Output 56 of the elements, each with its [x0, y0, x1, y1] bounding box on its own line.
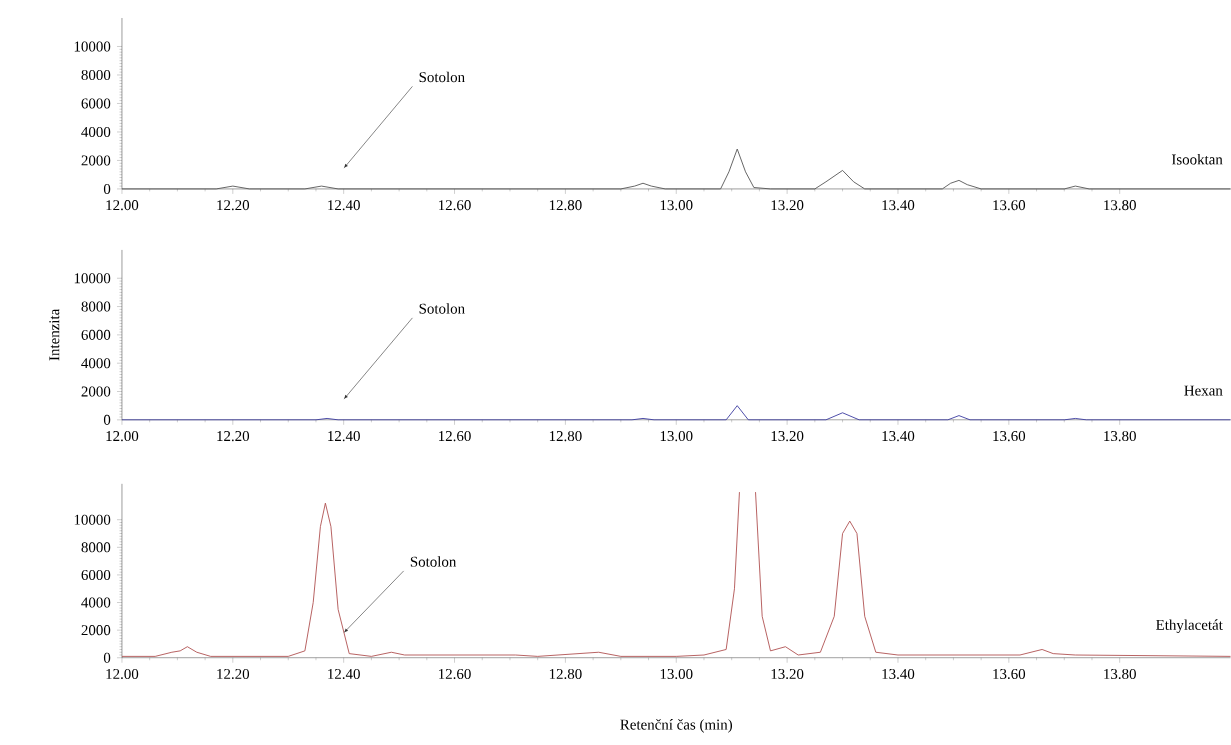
x-tick-label: 12.00 — [106, 200, 139, 211]
y-tick-label: 0 — [103, 414, 111, 426]
y-tick-label: 10000 — [74, 41, 111, 52]
x-tick-label: 12.80 — [549, 431, 582, 442]
x-tick-label: 13.20 — [771, 431, 804, 442]
x-tick-label: 12.60 — [439, 200, 471, 211]
x-axis-title: Retenční čas (min) — [620, 719, 733, 733]
y-tick-label: 10000 — [74, 273, 111, 284]
annotation: Sotolon — [419, 71, 465, 83]
series-label: Hexan — [1184, 385, 1223, 396]
x-tick-label: 12.20 — [217, 669, 250, 680]
x-tick-label: 13.40 — [882, 200, 915, 211]
x-tick-label: 13.40 — [882, 431, 915, 442]
x-tick-label: 12.80 — [549, 200, 582, 211]
x-tick-label: 12.20 — [217, 200, 250, 211]
y-tick-label: 0 — [103, 652, 111, 663]
y-tick-label: 4000 — [81, 358, 111, 369]
x-tick-label: 13.60 — [993, 431, 1026, 442]
x-tick-label: 13.80 — [1104, 200, 1136, 211]
y-tick-label: 6000 — [81, 98, 111, 109]
y-tick-label: 2000 — [81, 155, 111, 166]
x-tick-label: 12.40 — [328, 200, 360, 211]
y-tick-label: 6000 — [81, 329, 111, 341]
x-tick-label: 13.00 — [660, 431, 693, 442]
x-tick-label: 12.40 — [328, 669, 360, 680]
y-tick-label: 6000 — [81, 570, 111, 581]
x-tick-label: 12.00 — [106, 669, 139, 680]
x-tick-label: 12.60 — [439, 669, 471, 680]
x-tick-label: 12.00 — [106, 431, 139, 442]
series-label: Isooktan — [1171, 154, 1223, 165]
x-tick-label: 12.80 — [549, 669, 582, 680]
y-tick-label: 10000 — [74, 514, 111, 525]
annotation: Sotolon — [410, 556, 457, 567]
x-tick-label: 13.60 — [993, 200, 1026, 211]
x-tick-label: 12.20 — [217, 431, 250, 442]
x-tick-label: 12.40 — [328, 431, 360, 442]
x-tick-label: 13.80 — [1104, 669, 1136, 680]
y-tick-label: 8000 — [81, 301, 111, 312]
x-tick-label: 13.20 — [771, 200, 804, 211]
y-tick-label: 2000 — [81, 625, 111, 636]
y-tick-label: 2000 — [81, 386, 111, 397]
x-tick-label: 13.00 — [660, 200, 693, 211]
y-tick-label: 4000 — [81, 597, 111, 608]
y-tick-label: 8000 — [81, 542, 111, 553]
x-tick-label: 12.60 — [439, 431, 471, 442]
x-tick-label: 13.40 — [882, 669, 915, 680]
annotation: Sotolon — [419, 303, 465, 314]
x-tick-label: 13.00 — [660, 669, 693, 680]
x-tick-label: 13.20 — [771, 669, 804, 680]
x-tick-label: 13.80 — [1104, 431, 1136, 442]
y-tick-label: 0 — [103, 184, 111, 195]
series-label: Ethylacetát — [1156, 619, 1223, 634]
y-axis-title: Intenzita — [49, 309, 60, 361]
y-tick-label: 4000 — [81, 127, 111, 138]
y-tick-label: 8000 — [81, 70, 111, 81]
x-tick-label: 13.60 — [993, 669, 1026, 680]
